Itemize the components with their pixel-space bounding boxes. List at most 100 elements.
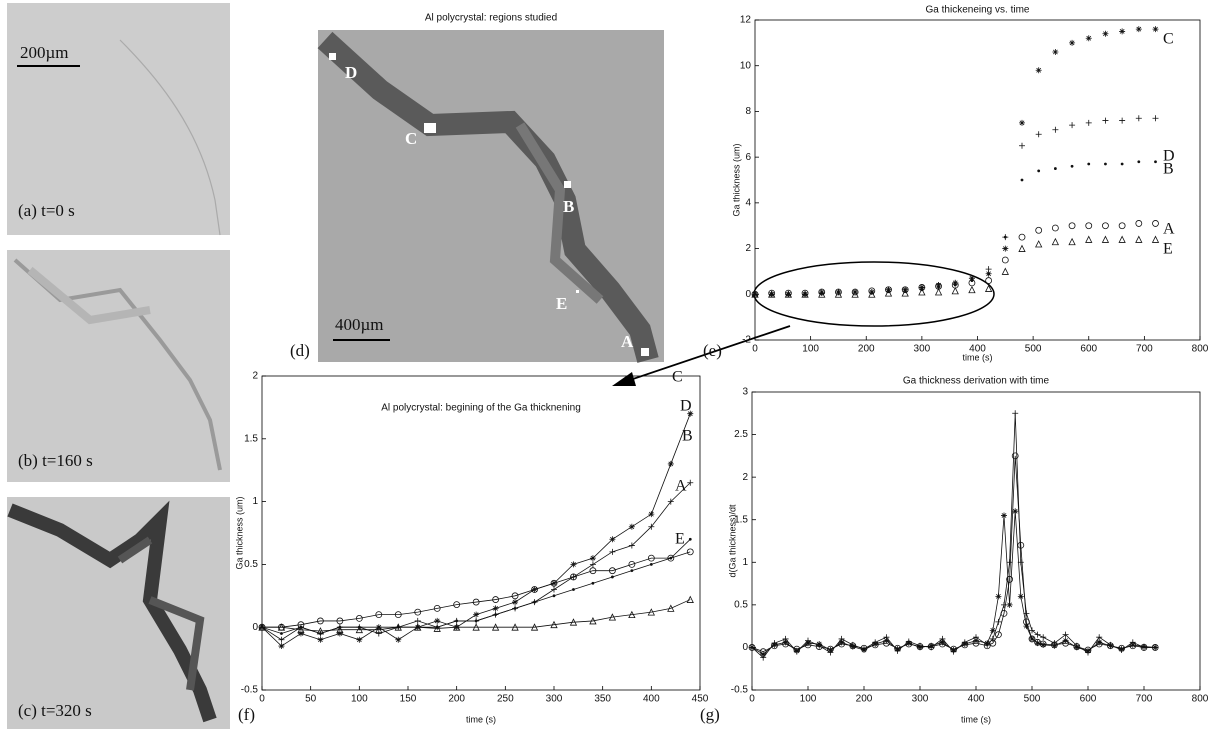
x-tick-label: 300 [546, 694, 563, 705]
marker [1012, 508, 1019, 515]
x-tick-label: 100 [800, 694, 817, 705]
series-label: B [1163, 161, 1174, 178]
marker [771, 641, 778, 648]
marker [278, 636, 285, 643]
marker [868, 287, 876, 295]
scale-label: 400µm [335, 315, 384, 334]
marker [1035, 131, 1042, 138]
marker [1053, 167, 1057, 170]
marker [589, 561, 596, 568]
marker [375, 625, 383, 634]
marker [1085, 119, 1092, 126]
marker [1012, 410, 1019, 417]
marker [1000, 610, 1008, 617]
marker [648, 523, 655, 530]
arrow-head [612, 372, 636, 386]
marker [414, 608, 422, 616]
marker [570, 573, 577, 581]
marker [928, 642, 935, 649]
marker [317, 636, 324, 643]
x-tick-label: 200 [858, 344, 875, 355]
marker [1135, 235, 1143, 243]
marker [1068, 237, 1076, 246]
marker [968, 279, 976, 287]
marker [917, 644, 923, 651]
marker [356, 636, 363, 643]
y-tick-label: 1 [252, 496, 258, 507]
marker [793, 647, 800, 654]
marker [1062, 639, 1070, 647]
marker [433, 624, 441, 632]
marker [937, 286, 940, 289]
marker [989, 639, 997, 647]
marker [838, 639, 845, 646]
marker [918, 284, 926, 291]
marker [395, 636, 402, 643]
marker [1051, 641, 1058, 649]
marker [871, 641, 879, 649]
marker [297, 621, 305, 629]
marker [1011, 452, 1019, 460]
marker [1151, 644, 1159, 651]
marker [686, 548, 694, 556]
series-label: A [675, 478, 687, 495]
marker [647, 608, 655, 616]
x-tick-label: 400 [643, 694, 660, 705]
marker [861, 646, 867, 653]
chart-title: Ga thickness derivation with time [903, 376, 1050, 387]
marker [1051, 237, 1060, 246]
x-tick-label: 200 [448, 694, 465, 705]
marker [916, 643, 924, 650]
marker [1154, 160, 1157, 164]
marker [1152, 26, 1159, 33]
marker [883, 637, 890, 644]
marker [1129, 642, 1137, 650]
marker [816, 641, 823, 648]
series-label: D [1163, 148, 1175, 165]
x-tick-label: 400 [969, 344, 986, 355]
marker [1019, 119, 1025, 126]
marker [589, 617, 597, 625]
marker [1034, 640, 1041, 647]
y-tick-label: -0.5 [241, 685, 259, 696]
marker [1118, 222, 1126, 230]
marker [667, 460, 674, 467]
marker [628, 610, 636, 619]
marker [550, 620, 558, 629]
x-tick-label: 500 [1025, 344, 1042, 355]
marker [648, 511, 655, 518]
marker [950, 645, 958, 653]
marker [984, 284, 993, 292]
marker [1018, 233, 1026, 241]
series-line [262, 599, 691, 632]
marker [1104, 162, 1107, 166]
micrograph-d: Al polycrystal: regions studied D C B E … [290, 13, 664, 363]
series-line [751, 413, 1156, 659]
marker [1052, 126, 1059, 133]
marker [759, 648, 767, 656]
marker [1001, 601, 1007, 608]
marker [987, 272, 991, 276]
marker [1039, 640, 1047, 648]
x-tick-label: 100 [802, 344, 819, 355]
series-line [261, 413, 691, 647]
x-tick-label: 400 [968, 694, 985, 705]
marker [1095, 640, 1103, 648]
marker [1001, 267, 1009, 275]
marker [511, 623, 519, 631]
marker [1069, 122, 1076, 129]
marker [827, 645, 834, 653]
marker [1118, 235, 1126, 243]
marker [868, 290, 876, 298]
marker [939, 639, 946, 646]
y-tick-label: 2.5 [734, 429, 748, 440]
y-tick-label: 0 [745, 289, 751, 300]
marker [492, 596, 500, 603]
marker [1037, 169, 1041, 173]
x-tick-label: 450 [692, 694, 709, 705]
marker [1017, 593, 1024, 600]
marker [572, 588, 575, 591]
y-tick-label: -2 [742, 335, 751, 346]
panel-label: (g) [700, 705, 720, 724]
marker [1040, 634, 1047, 641]
